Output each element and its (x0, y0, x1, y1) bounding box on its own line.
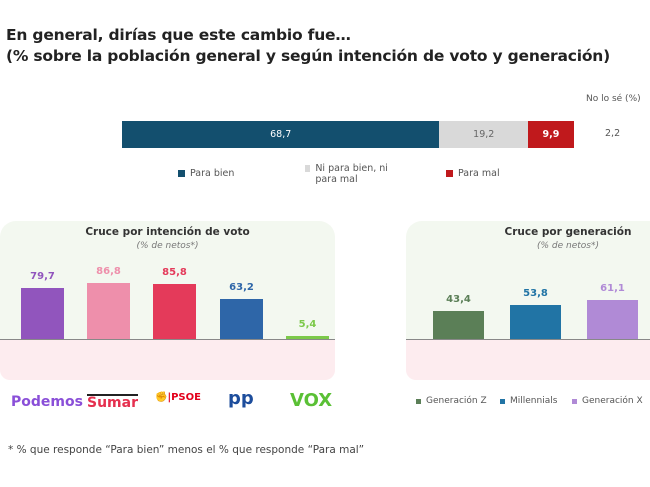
bar-value-label: 61,1 (600, 282, 625, 294)
generation-panel-subtitle: (% de netos*) (536, 241, 599, 251)
bar-value-label: 5,4 (298, 318, 317, 330)
legend-generation-z: Generación Z (416, 396, 487, 406)
vote-panel-negative-area (0, 340, 335, 380)
bar-value-label: 63,2 (229, 281, 254, 293)
footnote: * % que responde “Para bien” menos el % … (8, 444, 365, 456)
legend-para-mal: Para mal (446, 168, 500, 179)
stacked-bar: 68,7 19,2 9,9 (122, 121, 574, 148)
vote-panel-title: Cruce por intención de voto (85, 226, 250, 238)
generation-baseline (406, 339, 650, 340)
vote-panel-subtitle: (% de netos*) (136, 241, 199, 251)
bar-psoe (153, 284, 196, 339)
generation-panel-title: Cruce por generación (504, 226, 632, 238)
legend-swatch (500, 399, 505, 404)
logo-pp: pp (228, 388, 254, 409)
no-lo-se-value: 2,2 (605, 128, 621, 139)
bar-generaci-n-z (433, 311, 484, 339)
stacked-segment-ni-para-bien-ni-para-mal: 19,2 (439, 121, 529, 148)
legend-swatch (305, 165, 311, 172)
bar-vox (286, 335, 329, 339)
bar-value-label: 43,4 (446, 294, 471, 306)
generation-panel-negative-area (406, 340, 650, 380)
bar-value-label: 85,8 (162, 267, 187, 279)
bar-podemos (21, 287, 64, 339)
bar-value-label: 53,8 (523, 287, 548, 299)
legend-para-bien: Para bien (178, 168, 234, 179)
legend-generation-x: Generación X (572, 396, 643, 406)
bar-sumar (87, 283, 130, 339)
title-line-2: (% sobre la población general y según in… (6, 47, 610, 65)
legend-swatch (178, 170, 185, 177)
legend-swatch (572, 399, 577, 404)
vote-baseline (0, 339, 335, 340)
logo-sumar: Sumar (87, 394, 138, 411)
logo-vox: VOX (290, 390, 333, 411)
bar-value-label: 79,7 (30, 270, 55, 282)
bar-millennials (510, 304, 561, 339)
bar-generaci-n-x (587, 299, 638, 339)
stacked-segment-para-mal: 9,9 (528, 121, 574, 148)
logo-psoe: ✊|PSOE (155, 392, 201, 403)
legend-neutral: Ni para bien, ni para mal (305, 163, 405, 185)
logo-podemos: Podemos (11, 394, 83, 410)
stacked-segment-para-bien: 68,7 (122, 121, 440, 148)
legend-swatch (446, 170, 453, 177)
no-lo-se-label: No lo sé (%) (586, 94, 641, 104)
bar-value-label: 86,8 (96, 266, 121, 278)
bar-pp (220, 298, 263, 339)
legend-millennials: Millennials (500, 396, 557, 406)
title-line-1: En general, dirías que este cambio fue… (6, 26, 351, 44)
legend-swatch (416, 399, 421, 404)
